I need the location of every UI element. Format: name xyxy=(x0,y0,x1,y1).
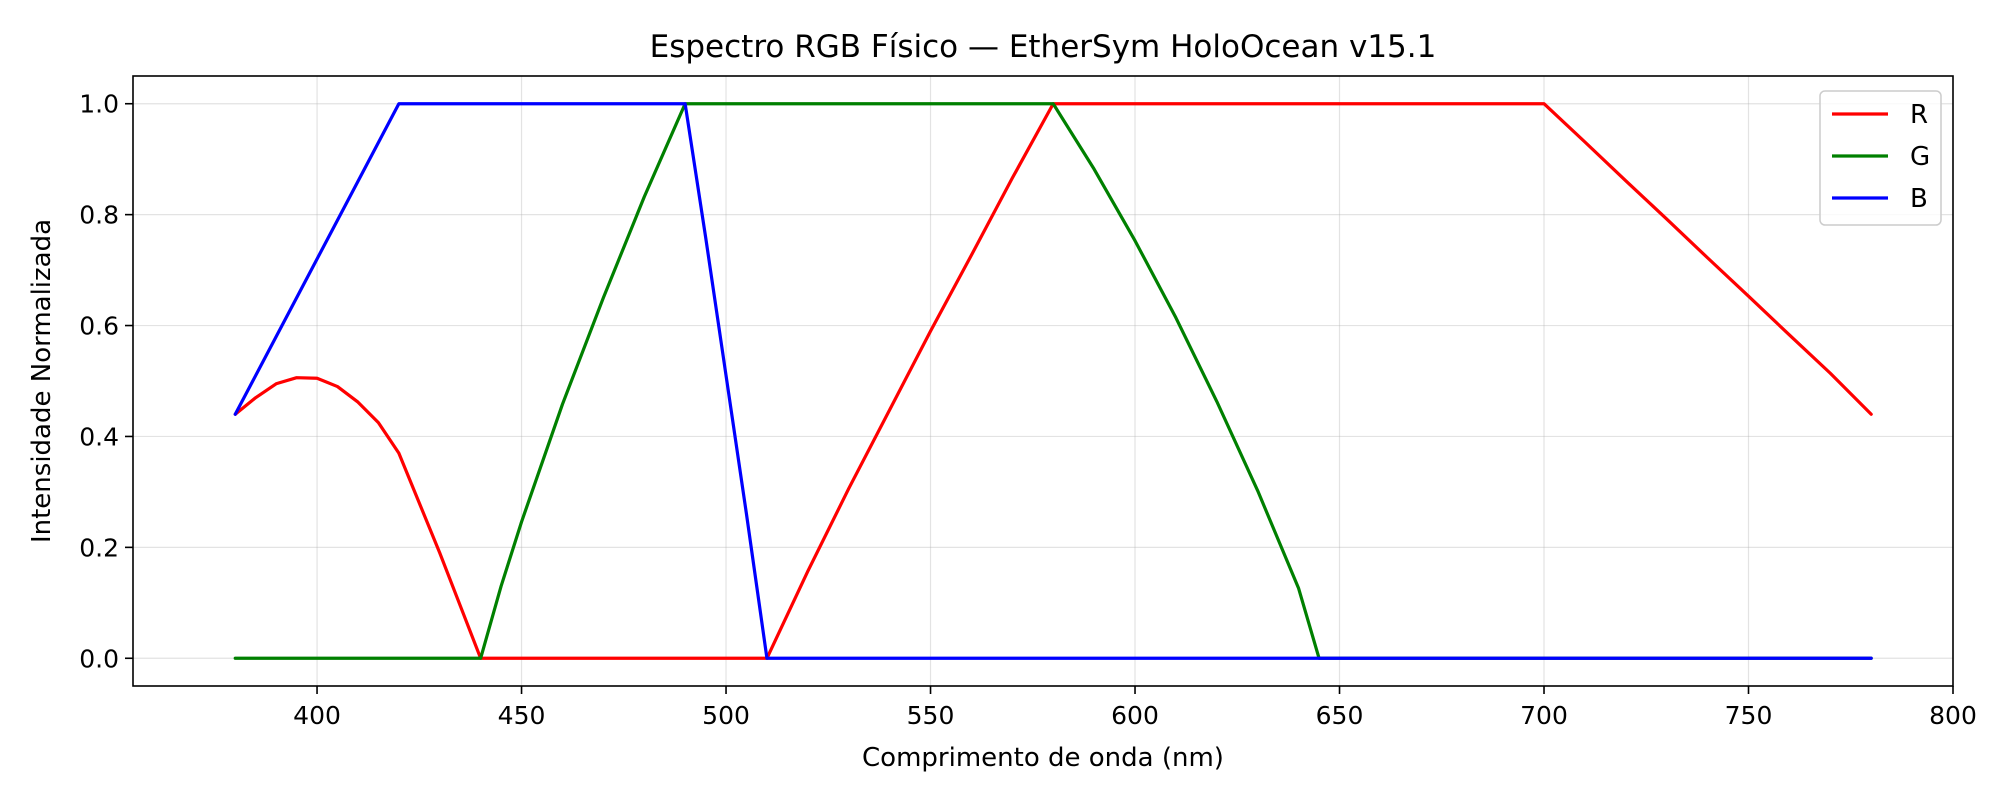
plot-area-background xyxy=(133,76,1953,686)
chart-title: Espectro RGB Físico — EtherSym HoloOcean… xyxy=(650,29,1437,65)
data-series xyxy=(233,102,1873,660)
legend-label-b: B xyxy=(1910,184,1928,214)
y-tick-label: 0.4 xyxy=(79,422,119,451)
x-axis-label: Comprimento de onda (nm) xyxy=(862,743,1224,773)
y-tick-label: 0.2 xyxy=(79,533,119,562)
x-tick-label: 450 xyxy=(498,701,546,730)
x-tick-label: 750 xyxy=(1725,701,1773,730)
x-tick-label: 800 xyxy=(1929,701,1977,730)
y-axis-ticks: 0.0 0.2 0.4 0.6 0.8 1.0 xyxy=(79,90,133,673)
x-tick-label: 600 xyxy=(1111,701,1159,730)
y-tick-label: 0.8 xyxy=(79,201,119,230)
legend: RGB xyxy=(1819,90,1942,226)
axes-frame xyxy=(132,75,1954,687)
x-tick-label: 500 xyxy=(702,701,750,730)
x-tick-label: 700 xyxy=(1520,701,1568,730)
series-line-b xyxy=(233,102,1873,660)
x-tick-label: 650 xyxy=(1316,701,1364,730)
y-tick-label: 0.6 xyxy=(79,312,119,341)
legend-box xyxy=(1819,90,1942,226)
y-tick-label: 1.0 xyxy=(79,90,119,119)
x-tick-label: 400 xyxy=(293,701,341,730)
legend-label-r: R xyxy=(1910,100,1928,130)
legend-entries: RGB xyxy=(1832,100,1930,214)
x-axis-ticks: 400 450 500 550 600 650 700 750 800 xyxy=(293,686,1977,730)
y-axis-label: Intensidade Normalizada xyxy=(27,219,57,543)
x-tick-label: 550 xyxy=(907,701,955,730)
legend-label-g: G xyxy=(1910,142,1930,172)
y-tick-label: 0.0 xyxy=(79,644,119,673)
